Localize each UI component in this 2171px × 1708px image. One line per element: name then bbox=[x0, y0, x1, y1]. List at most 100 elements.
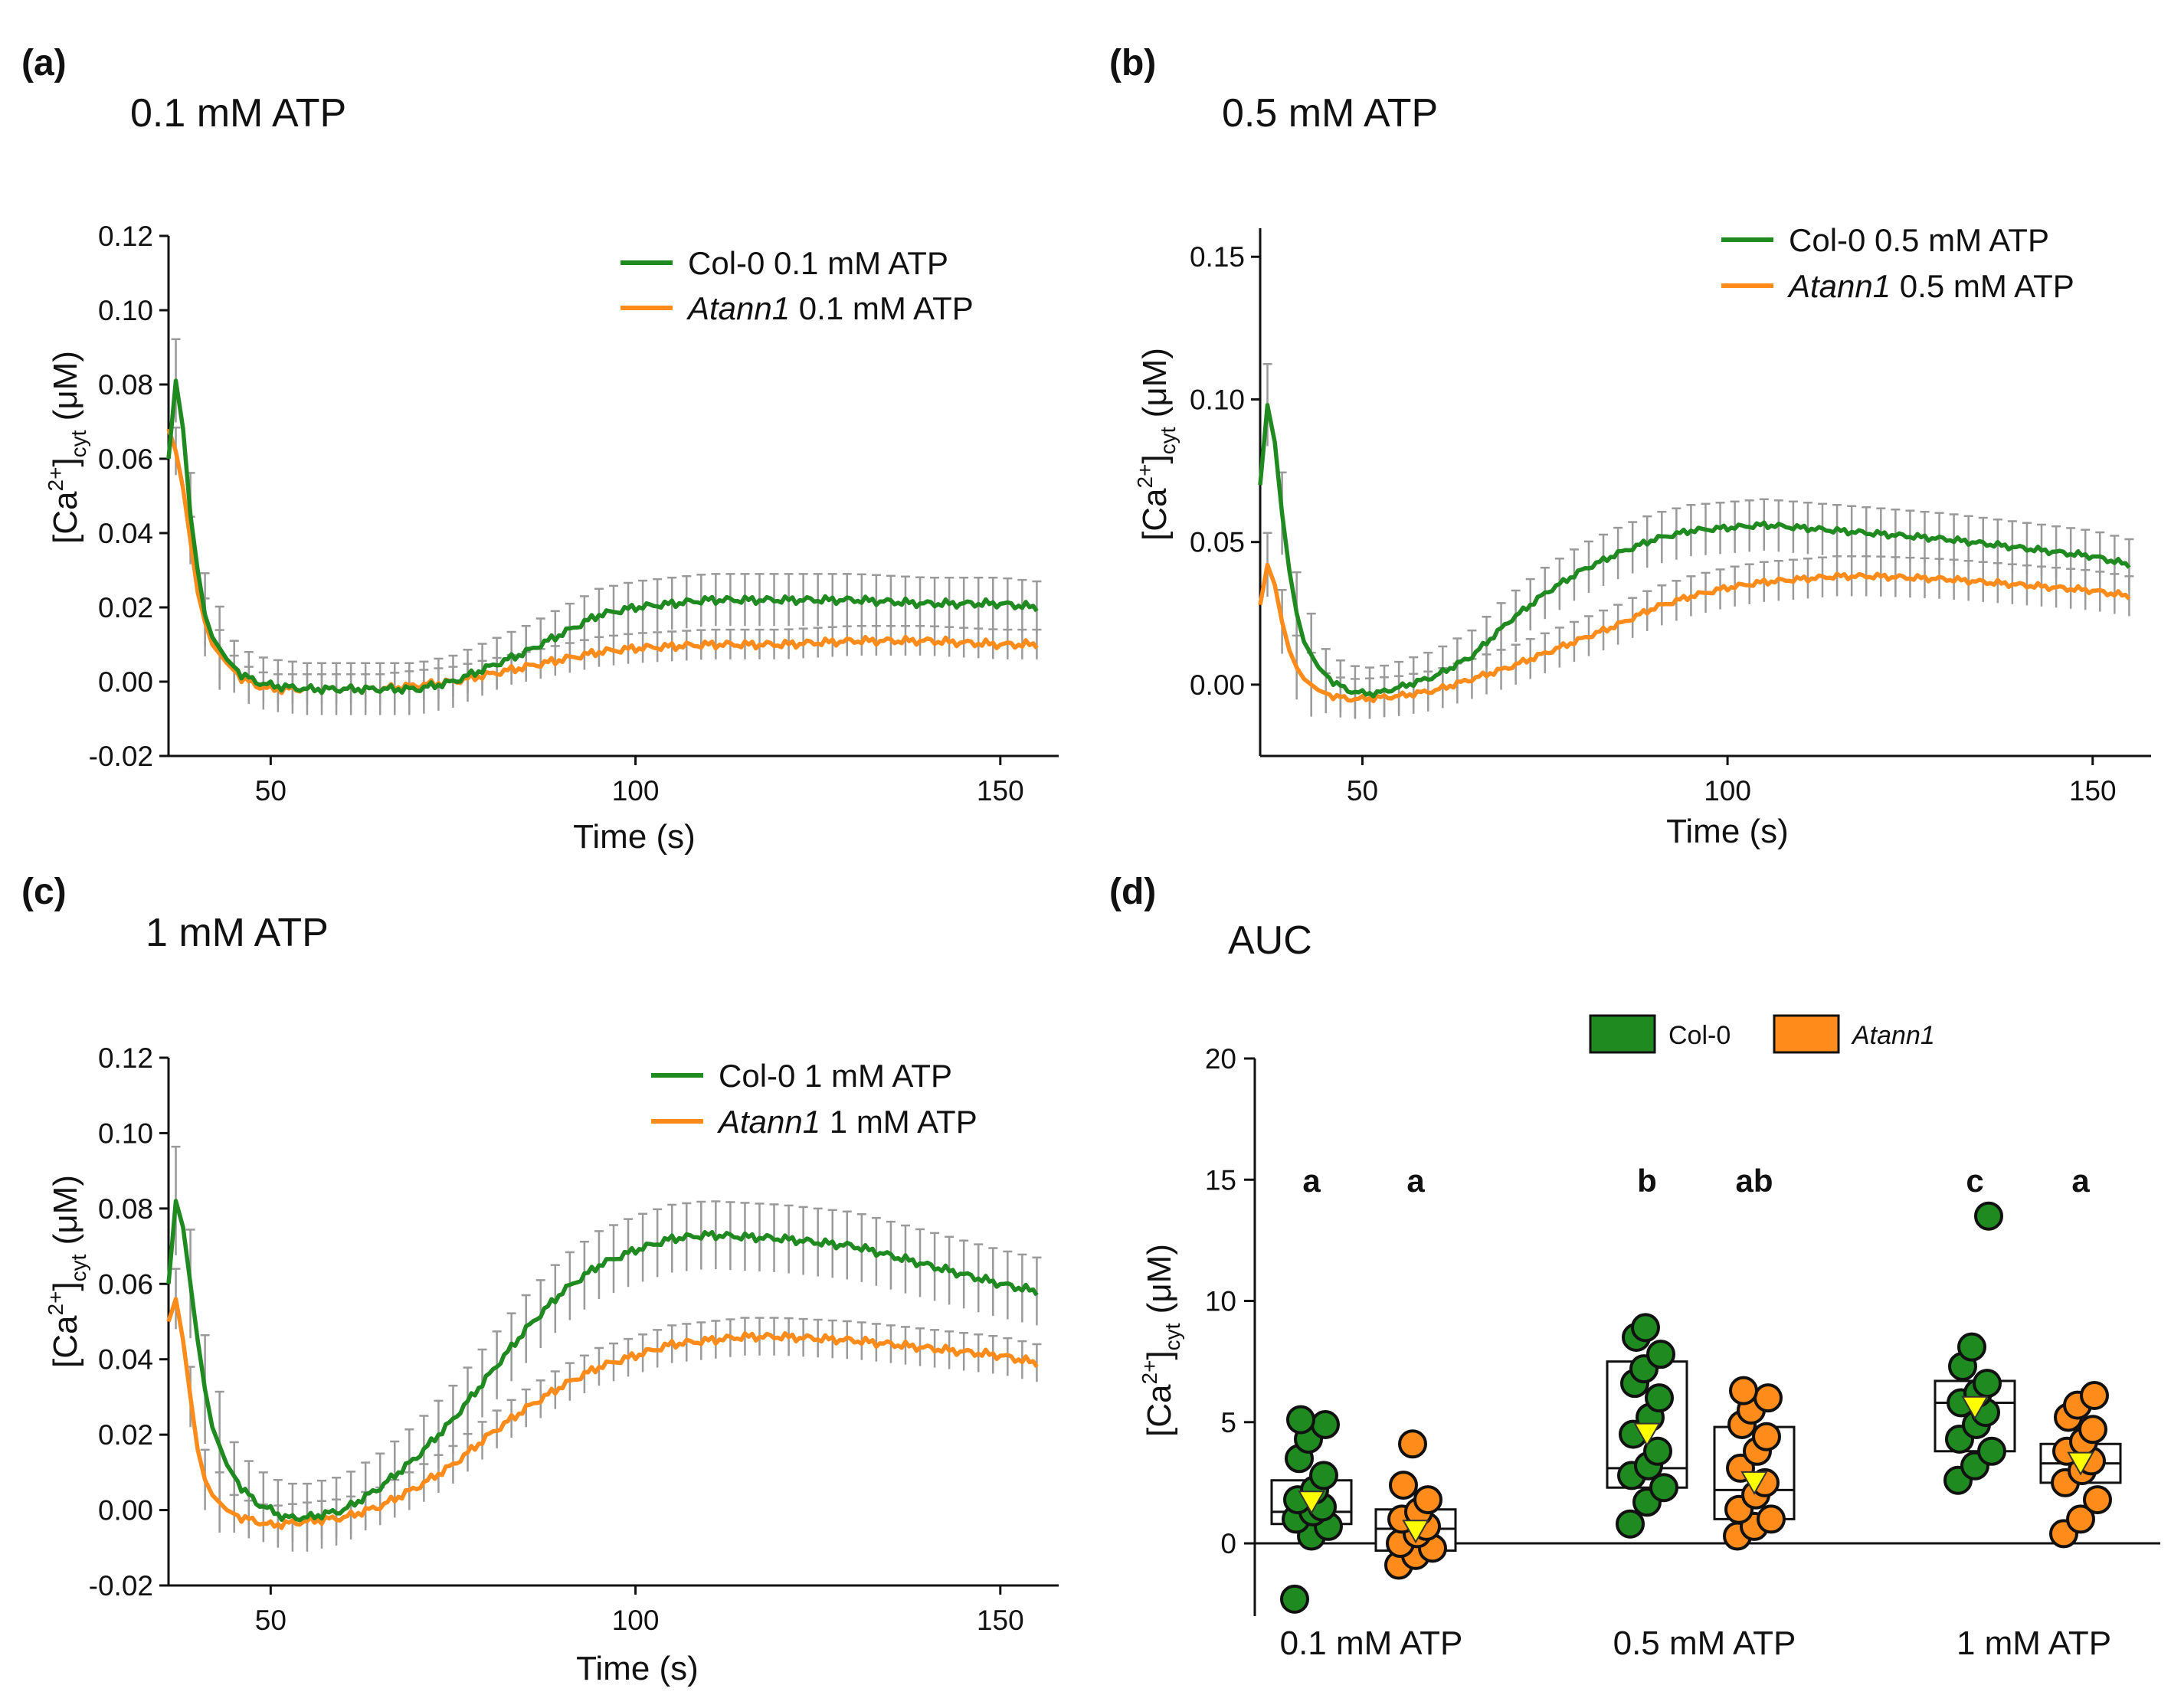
y-tick-label: 0.04 bbox=[98, 518, 153, 549]
data-point bbox=[1957, 1332, 1986, 1362]
legend-label-atann1: Atann1 bbox=[1851, 1021, 1935, 1050]
data-point bbox=[1616, 1509, 1645, 1539]
chart-b-plot: 0.00 0.05 0.10 0.15 50 100 150 bbox=[1190, 228, 2151, 807]
ylabel-close: ] bbox=[47, 1281, 84, 1291]
box-group-col0: c bbox=[1934, 1163, 2016, 1495]
data-point bbox=[1286, 1405, 1315, 1435]
mean-marker bbox=[2067, 1451, 2094, 1476]
box-group-atann1: a bbox=[2039, 1163, 2122, 1549]
y-tick-label: 0.05 bbox=[1190, 527, 1245, 558]
ylabel-sub: cyt bbox=[67, 430, 90, 457]
data-point bbox=[1973, 1369, 2002, 1399]
legend-label-atann1-italic: Atann1 bbox=[686, 290, 790, 326]
series-line-col0 bbox=[166, 378, 1039, 695]
error-bars-col0 bbox=[1262, 363, 2134, 719]
data-point bbox=[1977, 1436, 2006, 1466]
category-label: 1 mM ATP bbox=[1957, 1625, 2111, 1662]
chart-b-ylabel: [Ca2+]cyt (μM) bbox=[1133, 348, 1180, 541]
error-bars-col0 bbox=[171, 338, 1042, 715]
data-point bbox=[1649, 1473, 1678, 1503]
data-point bbox=[1729, 1376, 1758, 1405]
data-point bbox=[1645, 1383, 1674, 1413]
error-bars-atann1 bbox=[171, 1268, 1042, 1543]
ylabel-unit: (μM) bbox=[1141, 1244, 1178, 1324]
y-tick-label: 0.12 bbox=[98, 1042, 153, 1074]
legend-label-atann1-rest: 1 mM ATP bbox=[820, 1104, 977, 1140]
series-line-atann1 bbox=[166, 428, 1039, 695]
data-point bbox=[1757, 1504, 1786, 1534]
y-tick-label: 0 bbox=[1220, 1528, 1236, 1559]
series-line-atann1 bbox=[166, 1297, 1039, 1530]
y-tick-label: 0.04 bbox=[98, 1344, 153, 1376]
x-tick-label: 50 bbox=[255, 1605, 287, 1636]
x-tick-label: 150 bbox=[977, 1605, 1024, 1636]
ylabel-main: [Ca bbox=[47, 491, 84, 544]
chart-d-ylabel: [Ca2+]cyt (μM) bbox=[1138, 1244, 1184, 1437]
y-tick-label: 5 bbox=[1220, 1407, 1236, 1438]
svg-text:Atann1 0.1 mM ATP: Atann1 0.1 mM ATP bbox=[686, 290, 974, 326]
data-point bbox=[2066, 1504, 2095, 1534]
ylabel-sup: 2+ bbox=[44, 467, 67, 492]
data-point bbox=[1646, 1340, 1675, 1369]
box-group-col0: b bbox=[1606, 1163, 1688, 1539]
significance-letter: a bbox=[2071, 1163, 2090, 1199]
y-tick-label: 0.10 bbox=[98, 295, 153, 326]
data-point bbox=[1631, 1313, 1660, 1343]
x-tick-label: 100 bbox=[612, 775, 660, 807]
svg-text:[Ca2+]cyt (μM): [Ca2+]cyt (μM) bbox=[44, 1175, 90, 1368]
mean-marker bbox=[1298, 1490, 1325, 1515]
data-point bbox=[1974, 1201, 2003, 1231]
y-tick-label: 0.10 bbox=[98, 1117, 153, 1149]
x-tick-label: 150 bbox=[977, 775, 1024, 807]
chart-a-xlabel: Time (s) bbox=[573, 818, 696, 856]
legend-label-col0: Col-0 0.1 mM ATP bbox=[688, 245, 948, 281]
panel-b-label: (b) bbox=[1109, 43, 1156, 83]
x-tick-label: 50 bbox=[255, 775, 287, 807]
y-tick-label: 0.00 bbox=[1190, 669, 1245, 701]
box-group-atann1: ab bbox=[1713, 1163, 1796, 1551]
ylabel-close: ] bbox=[1136, 454, 1174, 463]
svg-text:[Ca2+]cyt (μM): [Ca2+]cyt (μM) bbox=[1138, 1244, 1184, 1437]
svg-text:[Ca2+]cyt (μM): [Ca2+]cyt (μM) bbox=[1133, 348, 1180, 541]
panel-b-title: 0.5 mM ATP bbox=[1222, 91, 1438, 136]
box-group-col0: a bbox=[1270, 1163, 1353, 1614]
panel-d-label: (d) bbox=[1109, 872, 1156, 912]
legend-label-col0: Col-0 1 mM ATP bbox=[719, 1058, 952, 1094]
ylabel-sub: cyt bbox=[67, 1254, 90, 1281]
y-tick-label: 15 bbox=[1205, 1164, 1236, 1196]
chart-c-legend: Col-0 1 mM ATP Atann1 1 mM ATP bbox=[651, 1058, 977, 1140]
chart-c-plot: -0.02 0.00 0.02 0.04 0.06 0.08 0.10 0.12 50 100 15… bbox=[89, 1042, 1059, 1636]
data-point bbox=[2083, 1485, 2112, 1515]
y-tick-label: 20 bbox=[1205, 1043, 1236, 1075]
legend-label-col0: Col-0 0.5 mM ATP bbox=[1789, 222, 2049, 258]
legend-label-atann1-rest: 0.1 mM ATP bbox=[790, 290, 974, 326]
y-tick-label: 0.00 bbox=[98, 1495, 153, 1526]
error-bars-atann1 bbox=[1262, 532, 2134, 719]
ylabel-main: [Ca bbox=[1141, 1384, 1178, 1437]
legend-swatch-col0 bbox=[1589, 1014, 1656, 1054]
x-tick-label: 150 bbox=[2069, 775, 2117, 807]
chart-b-xlabel: Time (s) bbox=[1666, 813, 1789, 850]
panel-c-title: 1 mM ATP bbox=[146, 911, 329, 955]
box-group-atann1: a bbox=[1374, 1163, 1457, 1580]
mean-marker bbox=[1961, 1396, 1989, 1420]
svg-text:Atann1 0.5 mM ATP: Atann1 0.5 mM ATP bbox=[1786, 268, 2074, 304]
y-tick-label: 0.12 bbox=[98, 221, 153, 252]
significance-letter: c bbox=[1966, 1163, 1983, 1199]
data-point bbox=[1309, 1461, 1338, 1490]
ylabel-sup: 2+ bbox=[1133, 464, 1157, 489]
x-tick-label: 100 bbox=[1704, 775, 1751, 807]
series-line-atann1 bbox=[1258, 562, 2131, 704]
error-bars-atann1 bbox=[171, 427, 1042, 705]
panel-d-title: AUC bbox=[1228, 918, 1312, 963]
y-tick-label: -0.02 bbox=[89, 741, 153, 772]
chart-c-xlabel: Time (s) bbox=[576, 1650, 699, 1687]
x-tick-label: 100 bbox=[612, 1605, 660, 1636]
y-tick-label: 0.08 bbox=[98, 369, 153, 401]
panel-a: (a) 0.1 mM ATP -0.02 0.00 0.02 0.04 0.06 0.08… bbox=[21, 43, 1059, 856]
chart-a-legend: Col-0 0.1 mM ATP Atann1 0.1 mM ATP bbox=[621, 245, 974, 326]
y-tick-label: 0.10 bbox=[1190, 384, 1245, 415]
